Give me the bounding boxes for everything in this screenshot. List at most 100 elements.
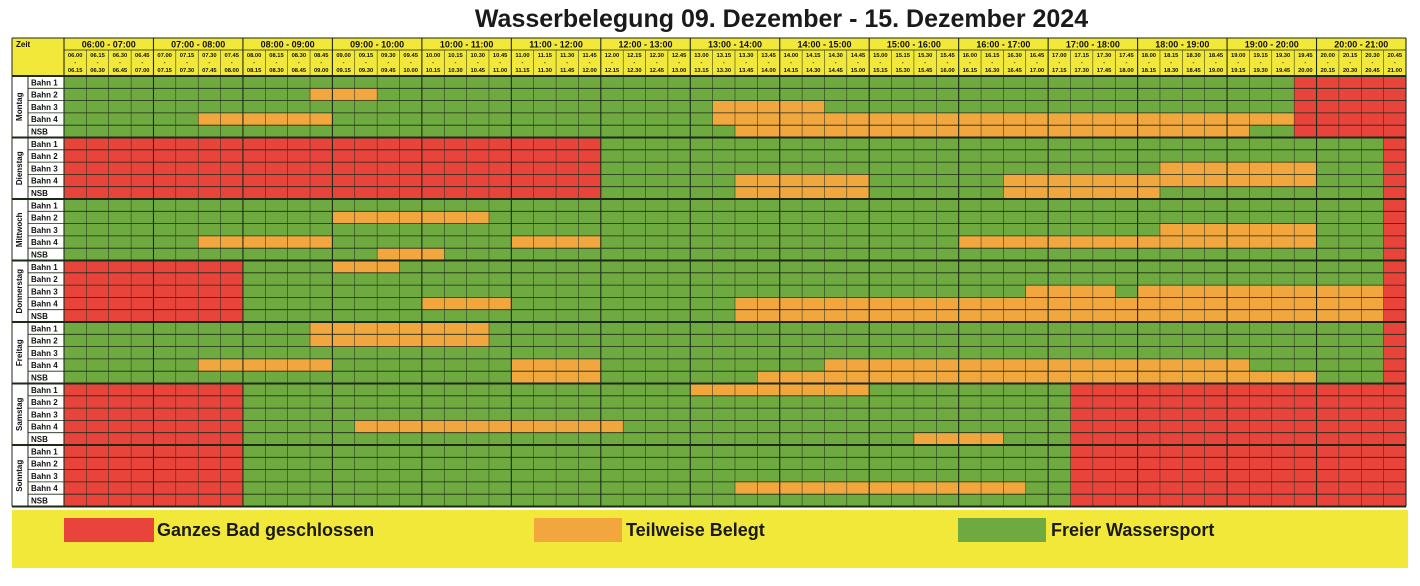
slot-start-label: 18.00: [1142, 53, 1157, 59]
day-label: Freitag: [15, 339, 24, 366]
closed-bar: [1294, 88, 1406, 101]
lane-label: Bahn 2: [31, 337, 58, 346]
closed-bar: [1383, 137, 1406, 150]
day-label: Montag: [15, 92, 24, 121]
slot-end-label: 15.45: [918, 68, 933, 74]
slot-start-label: 15.30: [918, 53, 933, 59]
slot-end-label: 08.45: [292, 68, 307, 74]
closed-bar: [1383, 186, 1406, 199]
slot-end-label: 20.45: [1365, 68, 1380, 74]
slot-start-label: 14.45: [851, 53, 866, 59]
lane-label: Bahn 4: [31, 238, 58, 247]
partial-bar: [735, 481, 1026, 495]
slot-end-label: 11.00: [493, 68, 507, 74]
slot-end-label: 11.30: [538, 68, 552, 74]
lane-label: Bahn 3: [31, 164, 58, 173]
slot-end-label: 06.45: [113, 68, 128, 74]
slot-start-label: 19.15: [1253, 53, 1268, 59]
closed-bar: [1070, 481, 1406, 495]
slot-dash: -: [902, 60, 904, 66]
lane-label: NSB: [31, 497, 48, 506]
slot-dash: -: [74, 60, 76, 66]
hour-header: 11:00 - 12:00: [529, 40, 583, 50]
legend-label-closed: Ganzes Bad geschlossen: [157, 520, 375, 540]
slot-start-label: 15.45: [940, 53, 955, 59]
slot-dash: -: [522, 60, 524, 66]
schedule-grid: Zeit 06:00 - 07:00 07:00 - 08:00 08:00 - 09…: [11, 37, 1407, 508]
slot-dash: -: [790, 60, 792, 66]
partial-bar: [735, 125, 1250, 138]
lane-label: Bahn 2: [31, 214, 58, 223]
hour-header: 18:00 - 19:00: [1155, 40, 1209, 50]
slot-dash: -: [186, 60, 188, 66]
slot-end-label: 17.15: [1052, 68, 1067, 74]
slot-start-label: 10.00: [426, 53, 441, 59]
slot-dash: -: [365, 60, 367, 66]
lane-label: Bahn 1: [31, 263, 58, 272]
slot-start-label: 12.30: [649, 53, 664, 59]
slot-dash: -: [208, 60, 210, 66]
slot-dash: -: [633, 60, 635, 66]
slot-dash: -: [700, 60, 702, 66]
slot-start-label: 06.30: [113, 53, 128, 59]
slot-start-label: 16.30: [1007, 53, 1022, 59]
lane-label: Bahn 4: [31, 300, 58, 309]
slot-end-label: 18.30: [1164, 68, 1179, 74]
slot-end-label: 09.15: [336, 68, 351, 74]
legend-label-free: Freier Wassersport: [1051, 520, 1215, 540]
day-label: Sonntag: [15, 460, 24, 492]
slot-start-label: 07.00: [157, 53, 172, 59]
slot-dash: -: [298, 60, 300, 66]
slot-dash: -: [745, 60, 747, 66]
closed-bar: [1383, 272, 1406, 286]
lane-label: Bahn 4: [31, 484, 58, 493]
slot-end-label: 15.15: [873, 68, 888, 74]
lane-label: Bahn 1: [31, 78, 58, 87]
slot-end-label: 12.15: [605, 68, 620, 74]
slot-end-label: 20.30: [1343, 68, 1358, 74]
closed-bar: [1383, 235, 1406, 249]
slot-dash: -: [879, 60, 881, 66]
hour-header: 15:00 - 16:00: [887, 40, 941, 50]
slot-end-label: 19.30: [1253, 68, 1268, 74]
slot-dash: -: [1327, 60, 1329, 66]
day-label: Dienstag: [15, 151, 24, 185]
slot-start-label: 10.45: [493, 53, 508, 59]
slot-start-label: 10.30: [471, 53, 486, 59]
hour-header: 10:00 - 11:00: [440, 40, 494, 50]
slot-start-label: 19.45: [1298, 53, 1313, 59]
slot-start-label: 18.15: [1164, 53, 1179, 59]
slot-end-label: 09.45: [381, 68, 396, 74]
slot-start-label: 15.00: [873, 53, 888, 59]
slot-start-label: 18.45: [1209, 53, 1224, 59]
slot-end-label: 16.00: [940, 68, 955, 74]
slot-start-label: 12.45: [672, 53, 687, 59]
slot-dash: -: [1215, 60, 1217, 66]
closed-bar: [1383, 285, 1406, 298]
slot-dash: -: [1260, 60, 1262, 66]
slot-start-label: 14.30: [828, 53, 843, 59]
slot-start-label: 06.15: [90, 53, 105, 59]
slot-end-label: 18.15: [1142, 68, 1157, 74]
slot-dash: -: [1125, 60, 1127, 66]
slot-dash: -: [723, 60, 725, 66]
lane-label: Bahn 3: [31, 349, 58, 358]
slot-dash: -: [164, 60, 166, 66]
slot-end-label: 17.00: [1030, 68, 1045, 74]
slot-dash: -: [544, 60, 546, 66]
slot-end-label: 15.30: [895, 68, 910, 74]
slot-start-label: 11.45: [583, 53, 598, 59]
slot-dash: -: [119, 60, 121, 66]
slot-dash: -: [499, 60, 501, 66]
closed-bar: [1070, 457, 1406, 470]
slot-start-label: 14.00: [784, 53, 799, 59]
slot-end-label: 12.00: [582, 68, 597, 74]
slot-start-label: 11.00: [515, 53, 529, 59]
slot-start-label: 12.15: [627, 53, 642, 59]
lane-label: Bahn 1: [31, 386, 58, 395]
slot-end-label: 10.30: [448, 68, 463, 74]
closed-bar: [1070, 420, 1406, 433]
slot-end-label: 14.30: [806, 68, 821, 74]
slot-end-label: 20.00: [1298, 68, 1313, 74]
slot-start-label: 14.15: [806, 53, 821, 59]
